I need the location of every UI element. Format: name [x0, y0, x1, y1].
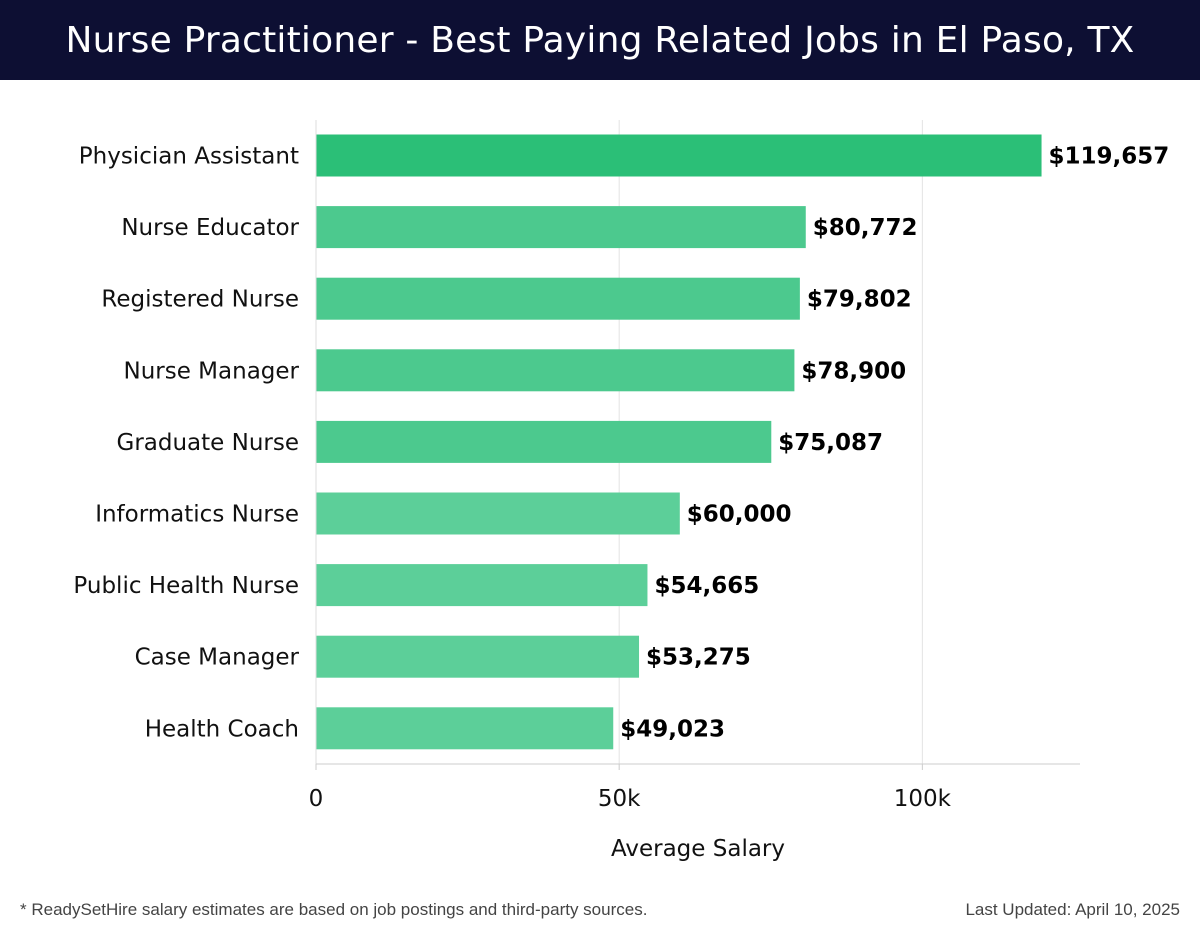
bar-7 — [316, 635, 640, 678]
category-label-6: Public Health Nurse — [73, 573, 299, 599]
bar-2 — [316, 277, 800, 320]
x-axis: 0 50k 100k Average Salary — [309, 120, 1080, 862]
x-tick-label-1: 50k — [598, 786, 641, 812]
x-axis-title: Average Salary — [611, 836, 785, 862]
category-labels: Physician Assistant Nurse Educator Registe… — [73, 144, 299, 743]
bar-1 — [316, 206, 806, 249]
value-label-3: $78,900 — [801, 358, 906, 384]
category-label-8: Health Coach — [145, 716, 299, 742]
x-tick-label-2: 100k — [894, 786, 952, 812]
category-label-4: Graduate Nurse — [117, 430, 300, 456]
bar-8 — [316, 707, 614, 750]
category-label-0: Physician Assistant — [79, 144, 299, 170]
bars — [316, 134, 1042, 750]
bar-4 — [316, 420, 772, 463]
footer-updated: Last Updated: April 10, 2025 — [965, 900, 1180, 919]
category-label-7: Case Manager — [135, 645, 300, 671]
bar-0 — [316, 134, 1042, 177]
category-label-5: Informatics Nurse — [95, 502, 299, 528]
footer-note: * ReadySetHire salary estimates are base… — [20, 900, 648, 919]
value-labels: $119,657 $80,772 $79,802 $78,900 $75,087 $60,… — [620, 144, 1169, 743]
bar-5 — [316, 492, 680, 535]
value-label-0: $119,657 — [1049, 144, 1170, 170]
value-label-6: $54,665 — [654, 573, 759, 599]
bar-6 — [316, 564, 648, 607]
chart-header: Nurse Practitioner - Best Paying Related… — [0, 0, 1200, 80]
category-label-2: Registered Nurse — [101, 287, 299, 313]
value-label-8: $49,023 — [620, 716, 725, 742]
bar-3 — [316, 349, 795, 392]
chart-title: Nurse Practitioner - Best Paying Related… — [65, 19, 1135, 61]
value-label-2: $79,802 — [807, 287, 912, 313]
value-label-4: $75,087 — [778, 430, 883, 456]
value-label-7: $53,275 — [646, 645, 751, 671]
category-label-3: Nurse Manager — [124, 358, 300, 384]
salary-bar-chart: Physician Assistant Nurse Educator Registe… — [73, 120, 1169, 862]
value-label-5: $60,000 — [687, 502, 792, 528]
category-label-1: Nurse Educator — [121, 215, 299, 241]
x-tick-label-0: 0 — [309, 786, 324, 812]
value-label-1: $80,772 — [813, 215, 918, 241]
